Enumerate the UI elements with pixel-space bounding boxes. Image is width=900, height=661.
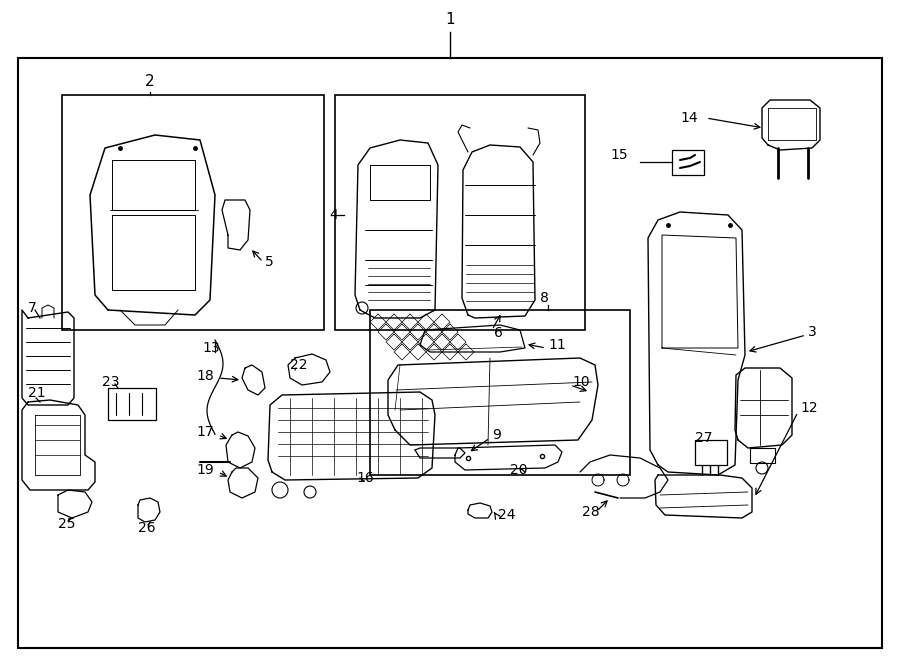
- Bar: [335, 95, 585, 330]
- Text: 26: 26: [138, 521, 156, 535]
- Text: 11: 11: [548, 338, 566, 352]
- Text: 14: 14: [680, 111, 698, 125]
- Text: 2: 2: [145, 75, 155, 89]
- Text: 15: 15: [610, 148, 627, 162]
- Text: 18: 18: [196, 369, 214, 383]
- Text: 20: 20: [510, 463, 527, 477]
- Text: 5: 5: [265, 255, 274, 269]
- Text: 12: 12: [800, 401, 817, 415]
- Text: 4: 4: [329, 208, 338, 222]
- Text: 23: 23: [102, 375, 120, 389]
- Bar: [672, 150, 704, 175]
- Text: 13: 13: [202, 341, 220, 355]
- Text: 16: 16: [356, 471, 374, 485]
- Text: 9: 9: [492, 428, 501, 442]
- Text: 10: 10: [572, 375, 590, 389]
- Text: 22: 22: [290, 358, 308, 372]
- Text: 7: 7: [28, 301, 37, 315]
- Text: 17: 17: [196, 425, 213, 439]
- Bar: [370, 310, 630, 475]
- Bar: [695, 440, 727, 465]
- Text: 28: 28: [582, 505, 599, 519]
- Text: 19: 19: [196, 463, 214, 477]
- Text: 27: 27: [695, 431, 713, 445]
- Text: 25: 25: [58, 517, 76, 531]
- Text: 6: 6: [494, 326, 503, 340]
- Text: 1: 1: [446, 13, 454, 28]
- Text: 8: 8: [540, 291, 549, 305]
- Text: 21: 21: [28, 386, 46, 400]
- Bar: [62, 95, 324, 330]
- Bar: [108, 388, 156, 420]
- Bar: [750, 448, 775, 463]
- Bar: [18, 58, 882, 648]
- Text: 3: 3: [808, 325, 817, 339]
- Text: 24: 24: [498, 508, 516, 522]
